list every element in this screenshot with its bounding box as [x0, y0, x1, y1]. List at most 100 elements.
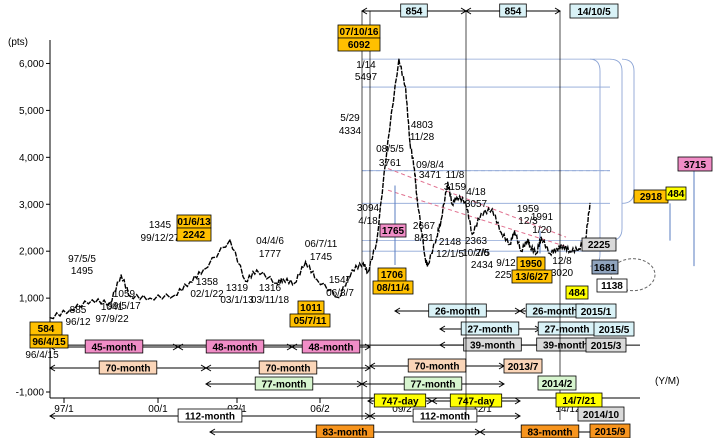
cycle-label-box	[403, 376, 463, 391]
point-label: 1959	[517, 204, 540, 215]
x-axis-unit-label: (Y/M)	[655, 376, 679, 387]
date-box	[537, 375, 577, 391]
cycle-label-box	[258, 360, 318, 375]
date-box	[577, 406, 625, 422]
index-series-point	[304, 261, 307, 263]
point-label: 12/1/5	[436, 249, 464, 260]
highlight-box-label: 1138	[601, 281, 623, 292]
index-series-point	[91, 299, 93, 301]
date-box-label: 2014/2	[542, 379, 573, 390]
highlight-box-label: 96/4/15	[32, 337, 66, 348]
index-series-point	[569, 250, 571, 252]
highlight-box	[29, 334, 69, 349]
cycle-label: 70-month	[106, 364, 151, 375]
index-series-point	[202, 269, 204, 271]
highlight-box-layer: 584 96/4/15 01/6/13 2242 1011 05/7/11 07/10/16…	[29, 3, 713, 438]
point-label: 3057	[465, 199, 488, 210]
point-label: 12/3	[518, 216, 538, 227]
cycle-label-box	[499, 3, 527, 18]
point-label: 06/8/7	[326, 288, 354, 299]
y-tick-label: -1,000	[16, 388, 45, 399]
cycle-label-box	[463, 337, 522, 352]
date-box-label: 14/10/5	[577, 7, 611, 18]
x-tick-label: 12/1	[472, 404, 492, 415]
cycle-label: 48-month	[213, 343, 258, 354]
arrow-head	[439, 341, 446, 349]
highlight-box	[565, 285, 589, 300]
point-label: 1059	[113, 289, 136, 300]
index-series-point	[424, 259, 427, 262]
highlight-box-label: 01/6/13	[177, 217, 211, 228]
index-series-point	[244, 280, 247, 282]
index-series-point	[556, 248, 558, 250]
cycle-label-box	[373, 393, 427, 408]
point-label: 5497	[355, 72, 378, 83]
arrow-head	[205, 380, 212, 388]
point-label: 9/12	[496, 258, 516, 269]
cycle-label-box	[460, 321, 520, 336]
index-series-point	[440, 219, 442, 221]
point-label: 03/11/18	[251, 295, 290, 306]
cycle-label: 26-month	[435, 307, 480, 318]
cycle-label-box	[428, 303, 487, 318]
point-label: 11/28	[410, 132, 435, 143]
index-series-point	[69, 309, 71, 311]
point-label: 09/8/4	[416, 160, 444, 171]
date-box-label: 14/7/21	[562, 396, 596, 407]
point-label: 10/7/5	[462, 248, 490, 259]
date-box	[589, 423, 631, 438]
index-series-point	[536, 252, 538, 254]
arrow-head	[514, 397, 521, 405]
point-label: 2/6	[475, 248, 489, 259]
point-label: 1745	[310, 252, 333, 263]
highlight-box-label: 2225	[588, 240, 611, 251]
index-series-point	[120, 274, 122, 276]
arrow-head	[177, 343, 184, 351]
cycle-label-box	[84, 339, 144, 354]
highlight-box-label: 484	[569, 288, 586, 299]
index-series-point	[456, 196, 458, 198]
point-label: 3094	[357, 203, 380, 214]
point-label: 1316	[259, 283, 282, 294]
arrow-head	[498, 380, 505, 388]
highlight-box-label: 1950	[520, 259, 543, 270]
point-label: 3471	[419, 170, 442, 181]
index-series-point	[413, 167, 416, 170]
highlight-box	[176, 227, 212, 242]
index-series-point	[451, 203, 453, 205]
point-label: 02/1/22	[190, 289, 224, 300]
highlight-box-label: 1765	[382, 226, 405, 237]
x-tick-label: 09/2	[392, 404, 412, 415]
point-label: 4/18	[466, 187, 486, 198]
index-series-point	[229, 239, 231, 241]
index-series-point	[149, 297, 151, 299]
point-label: 4/18	[358, 216, 378, 227]
point-label: 1345	[149, 220, 172, 231]
highlight-box	[591, 259, 619, 275]
point-label: 03/1/13	[220, 295, 254, 306]
point-label: 2255	[495, 270, 518, 281]
highlight-box-label: 2918	[640, 192, 663, 203]
arrow-head	[394, 307, 401, 315]
index-series-point	[109, 302, 111, 305]
cycle-label: 77-month	[411, 380, 456, 391]
cycle-label-box	[254, 376, 314, 391]
index-series-point	[409, 142, 411, 144]
index-series-point	[540, 236, 542, 238]
range-bracket	[621, 58, 635, 204]
cycle-label: 70-month	[266, 364, 311, 375]
cycle-span-layer: 45-month 48-month 48-month 70-month 70-month…	[49, 3, 621, 438]
cycle-label: 26-month	[533, 307, 578, 318]
index-series-point	[362, 262, 364, 264]
point-label: 1/20	[532, 225, 552, 236]
index-series-point	[338, 297, 340, 299]
cycle-label-box	[205, 339, 265, 354]
y-axis-unit-label: (pts)	[8, 37, 28, 48]
point-label: 2148	[439, 237, 462, 248]
date-box	[593, 321, 635, 337]
arrow-head	[431, 397, 438, 405]
highlight-box-label: 1011	[300, 303, 322, 314]
cycle-label-box	[301, 339, 361, 354]
point-label: 11/8	[446, 170, 465, 181]
cycle-label: 854	[505, 7, 522, 18]
